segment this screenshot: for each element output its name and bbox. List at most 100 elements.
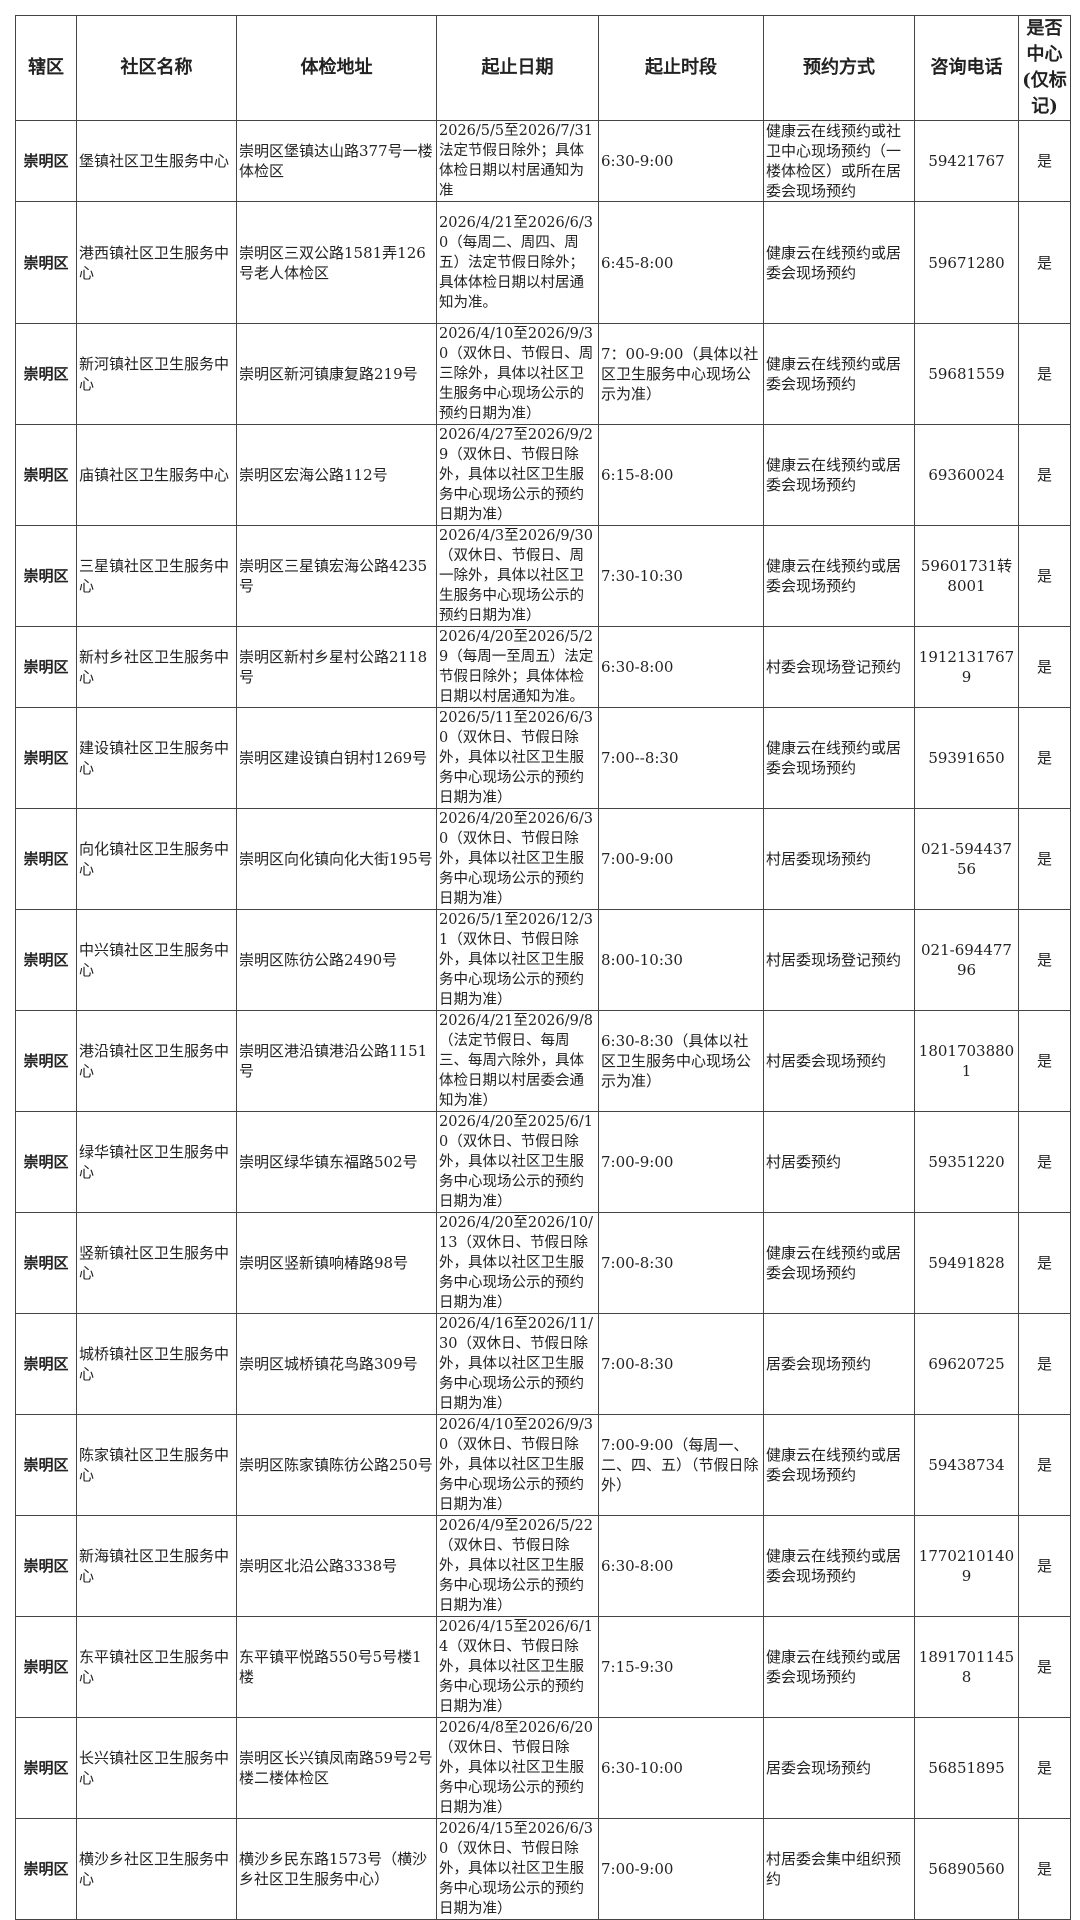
cell-date-range: 2026/4/10至2026/9/30（双休日、节假日、周三除外，具体以社区卫生… — [436, 323, 599, 425]
table-row: 崇明区 东平镇社区卫生服务中心 东平镇平悦路550号5号楼1楼 2026/4/15至2… — [15, 1616, 1071, 1718]
header-booking-method: 预约方式 — [763, 15, 915, 121]
cell-checkup-address: 崇明区三星镇宏海公路4235号 — [236, 525, 437, 627]
table-row: 崇明区 横沙乡社区卫生服务中心 横沙乡民东路1573号（横沙乡社区卫生服务中心） 20… — [15, 1818, 1071, 1920]
cell-date-range: 2026/4/21至2026/6/30（每周二、周四、周五）法定节假日除外；具体… — [436, 201, 599, 324]
table-row: 崇明区 长兴镇社区卫生服务中心 崇明区长兴镇凤南路59号2号楼二楼体检区 2026/4… — [15, 1717, 1071, 1819]
cell-phone: 59421767 — [914, 120, 1019, 202]
cell-community-name: 庙镇社区卫生服务中心 — [76, 424, 237, 526]
cell-community-name: 陈家镇社区卫生服务中心 — [76, 1414, 237, 1516]
cell-booking-method: 村居委现场预约 — [763, 808, 915, 910]
cell-is-center: 是 — [1018, 1717, 1071, 1819]
cell-time-slot: 7:00-9:00（每周一、二、四、五）（节假日除外） — [598, 1414, 764, 1516]
cell-district: 崇明区 — [15, 626, 77, 708]
cell-checkup-address: 崇明区建设镇白钥村1269号 — [236, 707, 437, 809]
cell-is-center: 是 — [1018, 1313, 1071, 1415]
table-row: 崇明区 港西镇社区卫生服务中心 崇明区三双公路1581弄126号老人体检区 2026/… — [15, 201, 1071, 324]
cell-community-name: 长兴镇社区卫生服务中心 — [76, 1717, 237, 1819]
cell-booking-method: 健康云在线预约或居委会现场预约 — [763, 323, 915, 425]
cell-is-center: 是 — [1018, 1414, 1071, 1516]
table-row: 崇明区 向化镇社区卫生服务中心 崇明区向化镇向化大街195号 2026/4/20至20… — [15, 808, 1071, 910]
cell-time-slot: 6:30-8:00 — [598, 1515, 764, 1617]
cell-district: 崇明区 — [15, 424, 77, 526]
cell-date-range: 2026/4/27至2026/9/29（双休日、节假日除外，具体以社区卫生服务中… — [436, 424, 599, 526]
cell-time-slot: 7:00-9:00 — [598, 808, 764, 910]
cell-date-range: 2026/4/15至2026/6/14（双休日、节假日除外，具体以社区卫生服务中… — [436, 1616, 599, 1718]
cell-is-center: 是 — [1018, 707, 1071, 809]
table-row: 崇明区 港沿镇社区卫生服务中心 崇明区港沿镇港沿公路1151号 2026/4/21至2… — [15, 1010, 1071, 1112]
cell-booking-method: 村委会现场登记预约 — [763, 626, 915, 708]
cell-booking-method: 健康云在线预约或居委会现场预约 — [763, 1616, 915, 1718]
table-row: 崇明区 中兴镇社区卫生服务中心 崇明区陈彷公路2490号 2026/5/1至2026/… — [15, 909, 1071, 1011]
cell-date-range: 2026/5/5至2026/7/31法定节假日除外；具体体检日期以村居通知为准 — [436, 120, 599, 202]
table-row: 崇明区 竖新镇社区卫生服务中心 崇明区竖新镇响椿路98号 2026/4/20至2026… — [15, 1212, 1071, 1314]
cell-booking-method: 居委会现场预约 — [763, 1717, 915, 1819]
cell-booking-method: 健康云在线预约或居委会现场预约 — [763, 424, 915, 526]
cell-phone: 59391650 — [914, 707, 1019, 809]
cell-phone: 59671280 — [914, 201, 1019, 324]
cell-booking-method: 健康云在线预约或居委会现场预约 — [763, 525, 915, 627]
cell-phone: 56890560 — [914, 1818, 1019, 1920]
cell-time-slot: 8:00-10:30 — [598, 909, 764, 1011]
cell-date-range: 2026/4/20至2026/10/13（双休日、节假日除外，具体以社区卫生服务… — [436, 1212, 599, 1314]
cell-district: 崇明区 — [15, 201, 77, 324]
cell-booking-method: 健康云在线预约或居委会现场预约 — [763, 707, 915, 809]
header-district: 辖区 — [15, 15, 77, 121]
cell-checkup-address: 崇明区北沿公路3338号 — [236, 1515, 437, 1617]
cell-checkup-address: 崇明区陈家镇陈彷公路250号 — [236, 1414, 437, 1516]
cell-checkup-address: 崇明区新村乡星村公路2118号 — [236, 626, 437, 708]
cell-checkup-address: 崇明区陈彷公路2490号 — [236, 909, 437, 1011]
cell-is-center: 是 — [1018, 1818, 1071, 1920]
header-time-slot: 起止时段 — [598, 15, 764, 121]
cell-community-name: 绿华镇社区卫生服务中心 — [76, 1111, 237, 1213]
cell-date-range: 2026/4/3至2026/9/30（双休日、节假日、周一除外，具体以社区卫生服… — [436, 525, 599, 627]
cell-phone: 56851895 — [914, 1717, 1019, 1819]
cell-phone: 59491828 — [914, 1212, 1019, 1314]
cell-is-center: 是 — [1018, 626, 1071, 708]
cell-checkup-address: 崇明区竖新镇响椿路98号 — [236, 1212, 437, 1314]
cell-time-slot: 6:15-8:00 — [598, 424, 764, 526]
cell-district: 崇明区 — [15, 707, 77, 809]
cell-date-range: 2026/4/20至2026/5/29（每周一至周五）法定节假日除外；具体体检日… — [436, 626, 599, 708]
cell-district: 崇明区 — [15, 1616, 77, 1718]
header-date-range: 起止日期 — [436, 15, 599, 121]
cell-time-slot: 6:30-10:00 — [598, 1717, 764, 1819]
cell-phone: 69620725 — [914, 1313, 1019, 1415]
cell-time-slot: 7:00--8:30 — [598, 707, 764, 809]
cell-phone: 59601731转8001 — [914, 525, 1019, 627]
cell-date-range: 2026/4/20至2025/6/10（双休日、节假日除外，具体以社区卫生服务中… — [436, 1111, 599, 1213]
cell-date-range: 2026/4/9至2026/5/22（双休日、节假日除外，具体以社区卫生服务中心… — [436, 1515, 599, 1617]
cell-time-slot: 7:00-9:00 — [598, 1111, 764, 1213]
cell-district: 崇明区 — [15, 1313, 77, 1415]
cell-date-range: 2026/5/11至2026/6/30（双休日、节假日除外，具体以社区卫生服务中… — [436, 707, 599, 809]
cell-booking-method: 健康云在线预约或居委会现场预约 — [763, 1212, 915, 1314]
cell-district: 崇明区 — [15, 1010, 77, 1112]
cell-time-slot: 6:45-8:00 — [598, 201, 764, 324]
table-row: 崇明区 陈家镇社区卫生服务中心 崇明区陈家镇陈彷公路250号 2026/4/10至20… — [15, 1414, 1071, 1516]
cell-time-slot: 7:15-9:30 — [598, 1616, 764, 1718]
cell-booking-method: 健康云在线预约或居委会现场预约 — [763, 201, 915, 324]
cell-community-name: 港沿镇社区卫生服务中心 — [76, 1010, 237, 1112]
cell-is-center: 是 — [1018, 1010, 1071, 1112]
table-row: 崇明区 新村乡社区卫生服务中心 崇明区新村乡星村公路2118号 2026/4/20至2… — [15, 626, 1071, 708]
cell-time-slot: 6:30-8:00 — [598, 626, 764, 708]
cell-checkup-address: 崇明区城桥镇花鸟路309号 — [236, 1313, 437, 1415]
cell-time-slot: 7:00-8:30 — [598, 1212, 764, 1314]
cell-date-range: 2026/4/21至2026/9/8（法定节假日、每周三、每周六除外，具体体检日… — [436, 1010, 599, 1112]
cell-district: 崇明区 — [15, 120, 77, 202]
cell-community-name: 新村乡社区卫生服务中心 — [76, 626, 237, 708]
cell-booking-method: 村居委会集中组织预约 — [763, 1818, 915, 1920]
cell-phone: 69360024 — [914, 424, 1019, 526]
cell-checkup-address: 崇明区长兴镇凤南路59号2号楼二楼体检区 — [236, 1717, 437, 1819]
cell-district: 崇明区 — [15, 808, 77, 910]
cell-phone: 19121317679 — [914, 626, 1019, 708]
cell-community-name: 新海镇社区卫生服务中心 — [76, 1515, 237, 1617]
cell-time-slot: 6:30-8:30（具体以社区卫生服务中心现场公示为准） — [598, 1010, 764, 1112]
cell-phone: 021-69447796 — [914, 909, 1019, 1011]
cell-booking-method: 村居委现场登记预约 — [763, 909, 915, 1011]
cell-phone: 18917011458 — [914, 1616, 1019, 1718]
cell-booking-method: 健康云在线预约或居委会现场预约 — [763, 1414, 915, 1516]
cell-checkup-address: 崇明区绿华镇东福路502号 — [236, 1111, 437, 1213]
cell-community-name: 向化镇社区卫生服务中心 — [76, 808, 237, 910]
table-row: 崇明区 新河镇社区卫生服务中心 崇明区新河镇康复路219号 2026/4/10至202… — [15, 323, 1071, 425]
cell-district: 崇明区 — [15, 525, 77, 627]
